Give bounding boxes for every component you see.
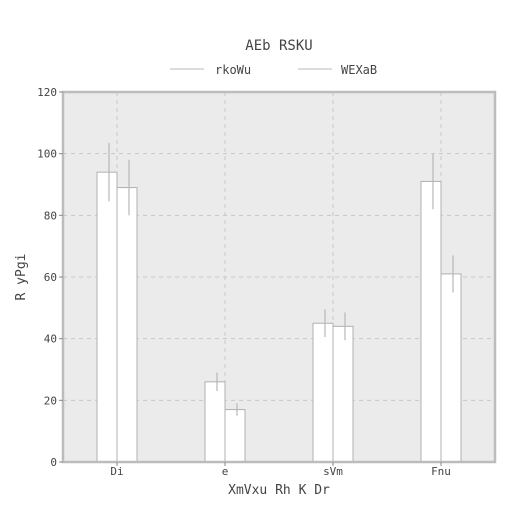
- y-tick-label: 40: [44, 333, 57, 346]
- legend-label-series-1: rkoWu: [215, 63, 251, 77]
- legend-label-series-2: WEXaB: [341, 63, 377, 77]
- x-tick-label: Di: [110, 465, 123, 478]
- y-tick-label: 120: [37, 86, 57, 99]
- x-axis-label: XmVxu Rh K Dr: [228, 483, 330, 498]
- bar: [204, 381, 226, 463]
- legend: rkoWu WEXaB: [170, 63, 377, 77]
- y-tick-label: 20: [44, 394, 57, 407]
- bar: [440, 273, 462, 463]
- bar: [332, 325, 354, 463]
- bar: [312, 322, 334, 463]
- y-tick-label: 60: [44, 271, 57, 284]
- chart-title: AEb RSKU: [245, 38, 312, 54]
- x-axis-ticks: Di e sVm Fnu: [110, 462, 451, 478]
- x-tick-label: e: [222, 465, 229, 478]
- bar: [420, 180, 442, 463]
- y-axis-ticks: 0 20 40 60 80 100 120: [37, 86, 63, 469]
- y-tick-label: 100: [37, 148, 57, 161]
- y-tick-label: 80: [44, 209, 57, 222]
- bar: [96, 171, 118, 463]
- error-bars: [108, 142, 454, 416]
- bar: [116, 187, 138, 463]
- x-tick-label: sVm: [323, 465, 343, 478]
- bars: [96, 171, 462, 463]
- y-axis-label: R yPgi: [14, 254, 29, 301]
- y-tick-label: 0: [50, 456, 57, 469]
- x-tick-label: Fnu: [431, 465, 451, 478]
- bar: [224, 409, 246, 463]
